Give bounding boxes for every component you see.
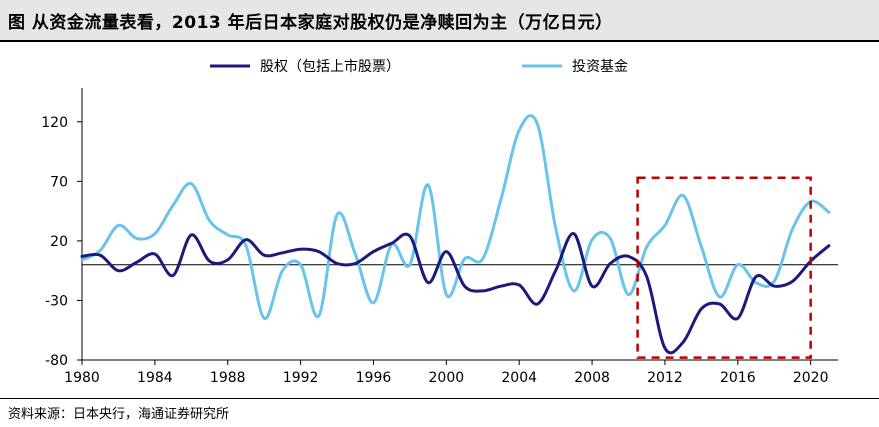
y-tick-label: 120 [41, 115, 68, 131]
source-divider [0, 398, 879, 399]
x-tick-label: 1988 [210, 370, 246, 386]
y-tick-label: 20 [50, 234, 68, 250]
series-line-equity [80, 232, 831, 355]
source-note: 资料来源：日本央行，海通证券研究所 [8, 407, 230, 422]
highlight-box [636, 176, 812, 359]
chart-title: 图 从资金流量表看，2013 年后日本家庭对股权仍是净赎回为主（万亿日元） [8, 13, 613, 33]
x-tick-label: 1992 [283, 370, 319, 386]
x-tick-label: 2004 [501, 370, 537, 386]
x-tick-label: 2000 [429, 370, 465, 386]
x-tick-label: 2020 [793, 370, 829, 386]
series-layer [80, 114, 831, 355]
legend-label-funds: 投资基金 [572, 58, 628, 75]
x-tick-label: 1984 [137, 370, 173, 386]
x-tick-label: 2016 [720, 370, 756, 386]
x-tick-label: 2012 [647, 370, 683, 386]
x-tick-label: 1980 [64, 370, 100, 386]
y-tick-label: -30 [45, 293, 68, 309]
x-tick-label: 2008 [574, 370, 610, 386]
legend-label-equity: 股权（包括上市股票） [260, 58, 400, 75]
title-bar: 图 从资金流量表看，2013 年后日本家庭对股权仍是净赎回为主（万亿日元） [0, 0, 879, 40]
y-tick-label: 70 [50, 174, 68, 190]
annotation-layer [636, 176, 812, 359]
x-tick-label: 1996 [356, 370, 392, 386]
legend: 股权（包括上市股票） 投资基金 [210, 58, 628, 75]
title-divider [0, 40, 879, 42]
series-line-funds [80, 114, 831, 320]
y-tick-label: -80 [45, 353, 68, 369]
